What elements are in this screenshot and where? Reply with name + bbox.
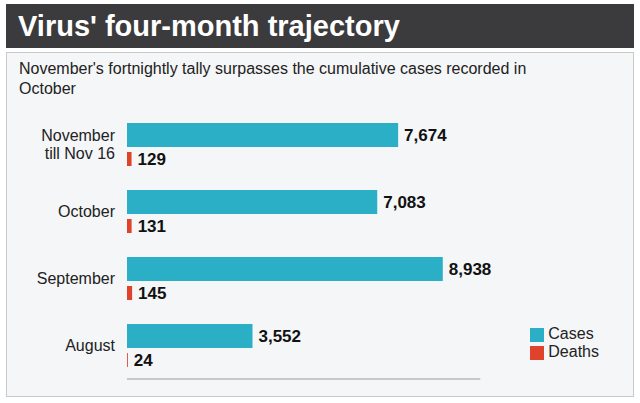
svg-text:3,552: 3,552 [258,327,301,346]
svg-text:131: 131 [138,217,166,236]
svg-text:7,674: 7,674 [404,126,447,145]
svg-text:September: September [37,270,116,287]
svg-text:24: 24 [134,351,153,370]
svg-text:Novembertill Nov 16: Novembertill Nov 16 [41,127,115,162]
svg-text:October: October [58,203,116,220]
svg-text:7,083: 7,083 [383,193,426,212]
html-text:November's fortnightly tally s: November's fortnightly tally surpasses t… [19,60,527,97]
svg-text:129: 129 [138,150,166,169]
svg-text:8,938: 8,938 [449,260,492,279]
html-text:Deaths: Deaths [548,343,599,360]
svg-text:145: 145 [138,284,166,303]
html-text:Virus' four-month trajectory: Virus' four-month trajectory [18,10,400,42]
html-text:Cases: Cases [548,325,594,342]
svg-text:August: August [65,337,115,354]
